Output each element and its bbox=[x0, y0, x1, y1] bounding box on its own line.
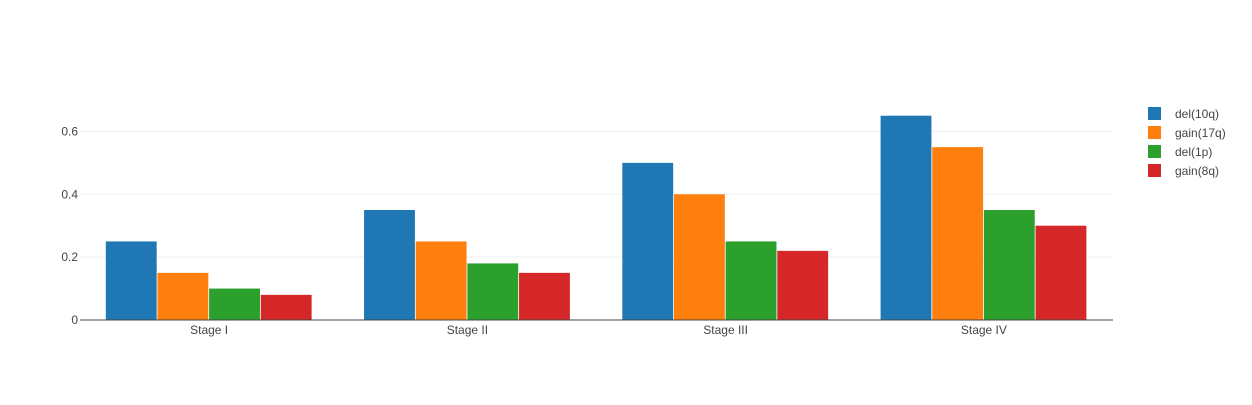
bar-del-10q--stage-i[interactable] bbox=[105, 241, 157, 320]
bar-del-10q--stage-ii[interactable] bbox=[364, 210, 415, 320]
bar-gain-17q--stage-iv[interactable] bbox=[932, 147, 984, 320]
legend-swatch bbox=[1148, 164, 1161, 177]
legend-label: gain(17q) bbox=[1175, 126, 1226, 140]
bar-gain-17q--stage-iii[interactable] bbox=[673, 194, 725, 320]
bar-gain-8q--stage-iv[interactable] bbox=[1035, 225, 1087, 320]
y-tick-label: 0 bbox=[71, 313, 78, 327]
legend-swatch bbox=[1148, 145, 1161, 158]
legend[interactable]: del(10q) gain(17q) del(1p) gain(8q) bbox=[1148, 107, 1226, 178]
bars-layer bbox=[105, 115, 1087, 321]
bar-del-1p--stage-iii[interactable] bbox=[725, 241, 777, 320]
legend-item[interactable]: del(1p) bbox=[1148, 145, 1212, 159]
bar-del-1p--stage-i[interactable] bbox=[209, 288, 260, 320]
x-tick-label: Stage I bbox=[190, 323, 228, 337]
legend-item[interactable]: gain(17q) bbox=[1148, 126, 1226, 140]
axis-layer: 0 0.2 0.4 0.6 Stage I Stage II Stage III Stage … bbox=[61, 124, 1113, 337]
bar-del-1p--stage-iv[interactable] bbox=[983, 210, 1035, 320]
legend-swatch bbox=[1148, 107, 1161, 120]
legend-item[interactable]: del(10q) bbox=[1148, 107, 1219, 121]
bar-del-1p--stage-ii[interactable] bbox=[467, 263, 519, 320]
bar-gain-8q--stage-i[interactable] bbox=[260, 294, 312, 320]
legend-item[interactable]: gain(8q) bbox=[1148, 164, 1219, 178]
x-tick-label: Stage II bbox=[447, 323, 488, 337]
y-tick-label: 0.6 bbox=[61, 124, 78, 138]
legend-label: del(1p) bbox=[1175, 145, 1212, 159]
bar-gain-8q--stage-ii[interactable] bbox=[519, 272, 570, 320]
y-tick-label: 0.2 bbox=[61, 250, 78, 264]
x-tick-label: Stage III bbox=[703, 323, 748, 337]
bar-del-10q--stage-iv[interactable] bbox=[880, 115, 932, 321]
bar-gain-8q--stage-iii[interactable] bbox=[777, 250, 829, 320]
bar-gain-17q--stage-ii[interactable] bbox=[415, 241, 467, 320]
legend-label: del(10q) bbox=[1175, 107, 1219, 121]
y-tick-label: 0.4 bbox=[61, 187, 78, 201]
legend-label: gain(8q) bbox=[1175, 164, 1219, 178]
x-tick-label: Stage IV bbox=[961, 323, 1007, 337]
legend-swatch bbox=[1148, 126, 1161, 139]
bar-gain-17q--stage-i[interactable] bbox=[157, 272, 209, 320]
bar-del-10q--stage-iii[interactable] bbox=[622, 162, 674, 320]
